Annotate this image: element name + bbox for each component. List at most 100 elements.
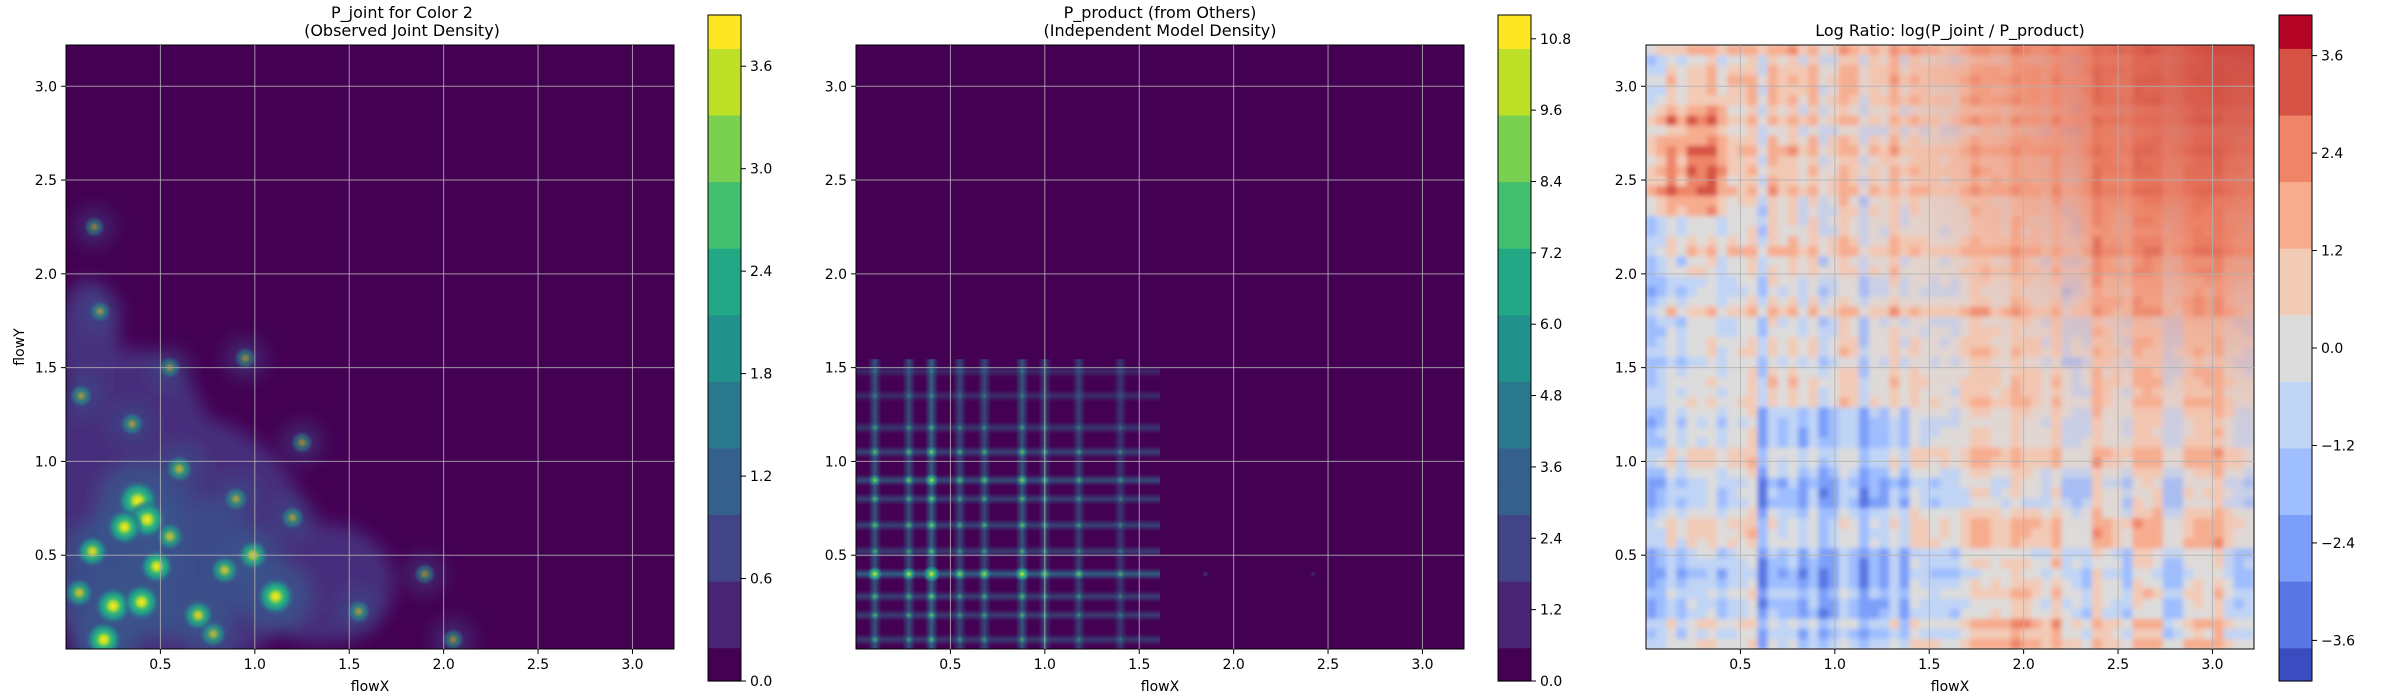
panel1-heatmap [66,45,674,649]
product-peak [870,610,880,620]
colorbar-level [2279,148,2312,183]
colorbar-level [1498,414,1531,449]
y-tick-label: 1.0 [1615,454,1637,470]
colorbar-level [708,414,741,449]
product-peak [979,520,990,530]
colorbar-tick-label: 0.0 [750,674,772,690]
x-tick-label: 1.0 [1034,657,1056,673]
colorbar-level [708,381,741,416]
product-peak [1017,591,1028,602]
marginal-y-band [856,567,1160,581]
colorbar-level [1498,214,1531,249]
colorbar-tick-label: 7.2 [1540,246,1562,262]
colorbar-level [1498,81,1531,116]
panel2-frame [855,44,1465,650]
colorbar-level [1498,248,1531,282]
colorbar-level [708,15,741,49]
product-peak [1075,424,1083,432]
product-peak [980,423,989,432]
marginal-y-band [856,590,1160,603]
y-tick-label: 1.5 [35,361,57,377]
colorbar-level [1498,481,1531,516]
product-peak [904,635,914,644]
colorbar-tick-label: 10.8 [1540,32,1571,48]
colorbar-level [1498,581,1531,615]
colorbar-level [1498,514,1531,549]
x-tick-label: 2.0 [433,657,455,673]
product-peak [904,494,914,504]
colorbar-level [708,48,741,83]
colorbar-level [1498,381,1531,416]
colorbar-level [708,148,741,183]
product-peak [870,546,880,557]
colorbar-level [2279,314,2312,349]
colorbar-tick-label: −2.4 [2321,536,2355,552]
density-peak [93,586,133,626]
colorbar-level [2279,514,2312,549]
product-peak [1075,547,1083,556]
x-tick-label: 3.0 [2201,657,2223,673]
product-peak [904,610,914,620]
colorbar-level [1498,15,1531,49]
product-peak [979,592,989,601]
colorbar-level [708,281,741,316]
product-peak [904,423,913,432]
product-peak [1018,392,1026,400]
product-peak [869,446,880,458]
panel-product-density: P_product (from Others) (Independent Mod… [825,3,1571,695]
density-peak [84,620,123,649]
colorbar-tick-label: 1.2 [2321,244,2343,260]
colorbar-level [2279,381,2312,416]
panel3-colorbar: −3.6 −2.4 −1.2 0.0 1.2 2.4 3.6 [2278,14,2355,682]
density-peak [154,521,185,552]
panel1-frame [65,44,675,650]
panel1-xlabel: flowX [351,679,390,695]
density-peak [68,383,94,408]
x-tick-label: 2.0 [1223,657,1245,673]
product-peak [869,520,880,531]
colorbar-level [1498,348,1531,382]
panel1-colorbar: 0.0 0.6 1.2 1.8 2.4 3.0 3.6 [707,14,772,690]
colorbar-level [2279,481,2312,516]
product-peak [1018,423,1027,432]
colorbar-level [2279,48,2312,83]
density-peak [222,486,249,512]
colorbar-level [2279,447,2312,482]
density-peak [346,599,372,624]
product-peak [924,473,939,487]
product-peak [904,447,914,457]
product-peak [1017,610,1027,620]
x-tick-label: 3.0 [621,657,643,673]
colorbar-level [708,481,741,516]
product-peak [1115,569,1125,579]
colorbar-level [708,547,741,582]
panel3-heatmap [1646,45,2254,649]
product-peak [925,446,938,458]
product-peak [956,392,964,399]
x-tick-label: 3.0 [1411,657,1433,673]
colorbar-tick-label: 3.6 [750,59,772,75]
x-tick-label: 0.5 [149,657,171,673]
product-peak [953,567,966,581]
density-peak [83,216,106,238]
product-peak [926,634,937,645]
product-peak [1017,494,1028,504]
product-peak [979,494,989,504]
colorbar-level [708,447,741,482]
y-tick-label: 2.5 [1615,173,1637,189]
density-peak [119,411,145,437]
y-tick-label: 0.5 [35,548,57,564]
colorbar-level [1498,647,1531,682]
y-tick-label: 3.0 [825,79,847,95]
product-peak [1017,546,1027,557]
product-peak [955,547,964,556]
product-peak [979,447,990,457]
product-peak [904,591,914,602]
colorbar-tick-label: 3.6 [1540,460,1562,476]
colorbar-level [708,81,741,116]
colorbar-level [708,248,741,282]
panel3-positive-region [1646,45,2254,649]
product-peak [925,519,938,531]
density-peak [413,562,437,586]
